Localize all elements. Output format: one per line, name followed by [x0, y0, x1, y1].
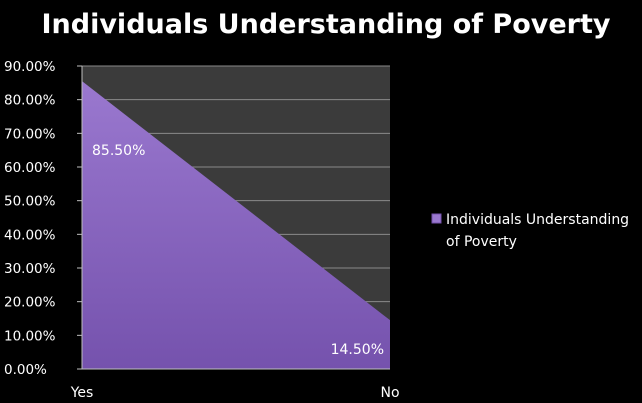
legend-label-line-1: Individuals Understanding	[446, 212, 629, 228]
axes	[81, 66, 390, 370]
series-area	[82, 81, 390, 370]
y-tick-label: 70.00%	[4, 126, 56, 142]
y-tick-label: 30.00%	[4, 261, 56, 277]
legend: Individuals Understanding of Poverty	[431, 212, 629, 250]
x-category-label: Yes	[70, 385, 94, 401]
legend-swatch	[431, 213, 442, 224]
x-axis-ticks: Yes No	[70, 385, 400, 401]
y-tick-label: 80.00%	[4, 93, 56, 109]
chart-title: Individuals Understanding of Poverty	[41, 9, 610, 40]
y-tick-label: 90.00%	[4, 59, 56, 75]
x-category-label: No	[380, 385, 399, 401]
y-axis-ticks: 0.00% 10.00% 20.00% 30.00% 40.00% 50.00% 60.00…	[4, 59, 82, 378]
y-tick-label: 50.00%	[4, 194, 56, 210]
data-label: 85.50%	[92, 143, 145, 159]
data-label: 14.50%	[331, 342, 384, 358]
y-tick-label: 10.00%	[4, 328, 56, 344]
y-tick-label: 40.00%	[4, 227, 56, 243]
y-tick-label: 60.00%	[4, 160, 56, 176]
legend-label-line-2: of Poverty	[446, 234, 517, 250]
y-tick-label: 20.00%	[4, 295, 56, 311]
y-tick-label: 0.00%	[4, 362, 47, 378]
data-labels: 85.50% 14.50%	[92, 143, 384, 358]
